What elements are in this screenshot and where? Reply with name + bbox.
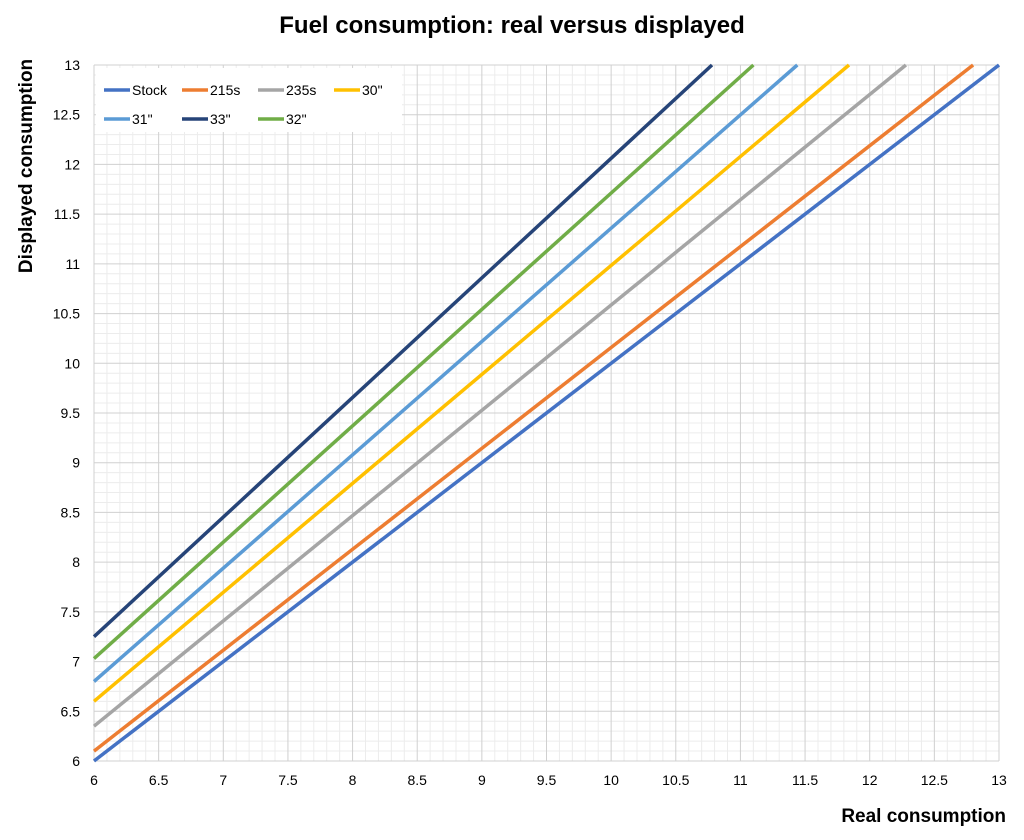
x-tick-label: 7.5 (278, 772, 298, 788)
y-tick-label: 12.5 (53, 107, 80, 123)
legend-label-32: 32" (286, 111, 307, 127)
y-tick-label: 8 (72, 554, 80, 570)
y-tick-label: 6 (72, 753, 80, 769)
y-tick-label: 7 (72, 654, 80, 670)
series-line-215s (92, 63, 975, 753)
major-gridlines (93, 64, 1000, 762)
y-tick-label: 13 (64, 57, 80, 73)
series-lines (92, 63, 1001, 763)
x-tick-label: 7 (219, 772, 227, 788)
series-line-stock (92, 63, 1001, 763)
x-tick-label: 10 (603, 772, 619, 788)
y-tick-label: 8.5 (61, 504, 81, 520)
legend: Stock 215s 235s 30" 31" 33" 32" (96, 68, 402, 132)
legend-label-235s: 235s (286, 82, 316, 98)
series-line-30 (92, 63, 851, 703)
legend-box (96, 68, 402, 132)
series-line-32 (92, 63, 755, 660)
x-axis-tick-labels: 6 6.5 7 7.5 8 8.5 9 9.5 10 10.5 11 11.5 12 12.5 13 (90, 772, 1007, 788)
x-tick-label: 8.5 (407, 772, 427, 788)
x-axis-title: Real consumption (841, 806, 1006, 827)
x-tick-label: 11 (733, 772, 748, 788)
series-line-235s (92, 63, 908, 728)
y-tick-label: 9 (72, 455, 80, 471)
x-tick-label: 9.5 (537, 772, 557, 788)
series-line-31 (92, 63, 799, 683)
y-tick-label: 9.5 (61, 405, 81, 421)
legend-label-33: 33" (210, 111, 231, 127)
y-tick-label: 6.5 (61, 703, 81, 719)
legend-label-stock: Stock (132, 82, 168, 98)
y-tick-label: 10.5 (53, 306, 80, 322)
y-tick-label: 7.5 (61, 604, 81, 620)
x-tick-label: 11.5 (792, 772, 818, 788)
y-tick-label: 10 (64, 355, 80, 371)
x-tick-label: 12.5 (921, 772, 948, 788)
x-tick-label: 13 (991, 772, 1007, 788)
y-tick-label: 11.5 (54, 206, 80, 222)
x-tick-label: 6.5 (149, 772, 169, 788)
y-axis-title: Displayed consumption (16, 59, 37, 273)
x-tick-label: 10.5 (662, 772, 689, 788)
series-line-33 (92, 63, 714, 638)
x-tick-label: 8 (349, 772, 357, 788)
y-axis-tick-labels: 6 6.5 7 7.5 8 8.5 9 9.5 10 10.5 11 11.5 12 12.5 13 (53, 57, 80, 769)
legend-label-30: 30" (362, 82, 383, 98)
y-tick-label: 12 (64, 156, 80, 172)
x-tick-label: 6 (90, 772, 98, 788)
chart-title: Fuel consumption: real versus displayed (279, 12, 744, 39)
legend-label-215s: 215s (210, 82, 240, 98)
legend-label-31: 31" (132, 111, 153, 127)
x-tick-label: 12 (862, 772, 878, 788)
x-tick-label: 9 (478, 772, 486, 788)
y-tick-label: 11 (65, 256, 80, 272)
